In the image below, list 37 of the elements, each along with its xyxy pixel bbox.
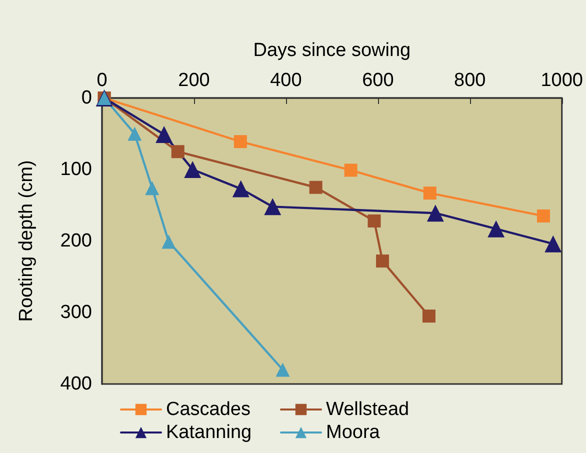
point [423, 186, 436, 200]
x-tick-label: 0 [96, 70, 108, 91]
y-axis-title: Rooting depth (cm) [16, 160, 37, 322]
point [264, 198, 282, 216]
x-tick-label: 400 [270, 70, 302, 91]
point [426, 204, 444, 222]
point [536, 209, 550, 222]
point [344, 164, 358, 177]
point [376, 254, 390, 268]
legend-label: Moora [326, 422, 380, 443]
y-tick-label: 100 [60, 159, 92, 180]
y-tick-label: 400 [60, 374, 92, 394]
y-tick-label: 300 [60, 302, 92, 323]
point [128, 126, 142, 141]
point [171, 145, 184, 158]
point [232, 180, 250, 198]
point [309, 180, 322, 194]
point [488, 220, 505, 238]
point [145, 181, 160, 196]
x-tick-label: 200 [178, 70, 210, 91]
point [544, 235, 562, 252]
x-tick-label: 600 [362, 70, 394, 91]
y-tick-label: 200 [60, 230, 92, 252]
y-tick-label: 0 [81, 88, 92, 108]
x-axis-title: Days since sowing [253, 40, 411, 61]
point [276, 362, 290, 377]
point [156, 126, 173, 143]
legend-label: Cascades [166, 399, 250, 420]
point [162, 234, 176, 249]
point [184, 161, 202, 178]
x-tick-label: 800 [454, 70, 486, 91]
point [368, 214, 381, 228]
x-tick-label: 1000 [540, 70, 584, 91]
point [234, 135, 247, 148]
legend-label: Katanning [166, 422, 252, 443]
legend-label: Wellstead [326, 399, 410, 420]
point [422, 310, 436, 323]
